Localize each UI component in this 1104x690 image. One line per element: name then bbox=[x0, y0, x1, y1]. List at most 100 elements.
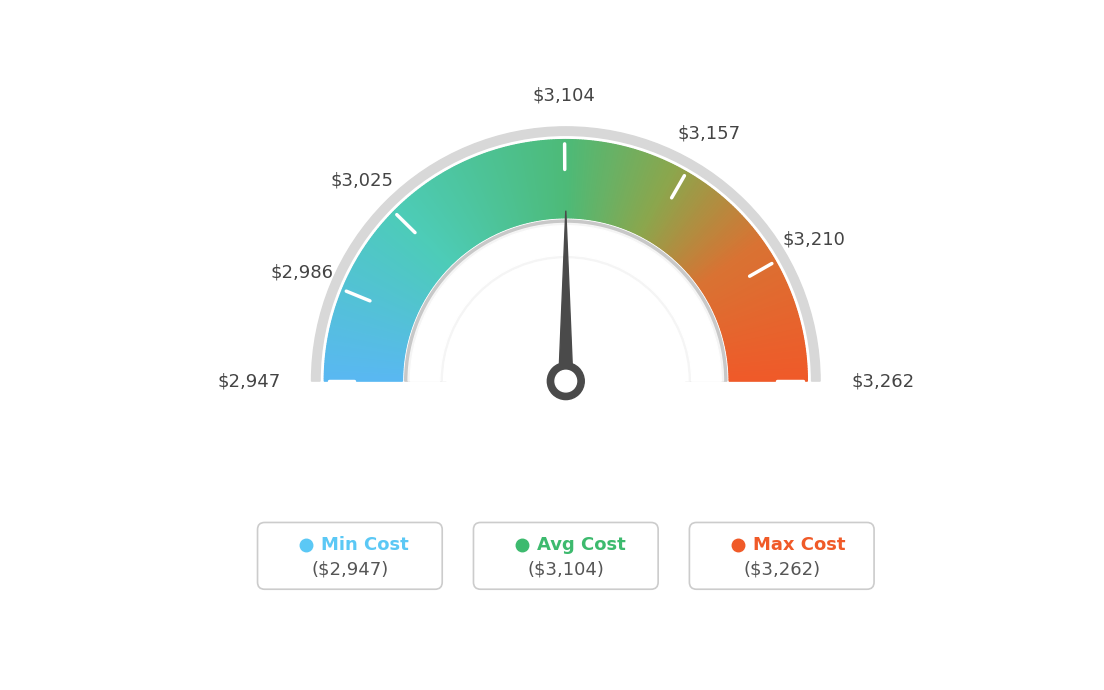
Wedge shape bbox=[622, 154, 650, 228]
Wedge shape bbox=[728, 351, 806, 362]
Wedge shape bbox=[475, 157, 506, 230]
Wedge shape bbox=[701, 246, 767, 290]
Wedge shape bbox=[724, 321, 800, 342]
Wedge shape bbox=[432, 179, 477, 245]
Wedge shape bbox=[325, 373, 403, 377]
Wedge shape bbox=[691, 225, 752, 277]
Wedge shape bbox=[410, 195, 461, 257]
Wedge shape bbox=[348, 276, 418, 312]
Wedge shape bbox=[339, 295, 413, 324]
Wedge shape bbox=[661, 186, 710, 250]
Wedge shape bbox=[641, 167, 680, 237]
Wedge shape bbox=[703, 250, 769, 293]
Wedge shape bbox=[416, 190, 466, 253]
Wedge shape bbox=[521, 144, 537, 221]
Wedge shape bbox=[533, 141, 545, 219]
Wedge shape bbox=[716, 288, 789, 319]
Wedge shape bbox=[612, 149, 636, 225]
Wedge shape bbox=[618, 152, 645, 227]
Wedge shape bbox=[465, 161, 499, 233]
Wedge shape bbox=[726, 338, 804, 354]
Text: ($3,262): ($3,262) bbox=[743, 560, 820, 578]
Wedge shape bbox=[700, 244, 765, 289]
Wedge shape bbox=[553, 140, 559, 218]
Wedge shape bbox=[326, 348, 404, 361]
Wedge shape bbox=[726, 341, 805, 355]
Wedge shape bbox=[393, 210, 450, 267]
Wedge shape bbox=[339, 297, 413, 326]
Wedge shape bbox=[543, 141, 552, 219]
Wedge shape bbox=[445, 170, 486, 239]
Wedge shape bbox=[545, 140, 554, 218]
Wedge shape bbox=[613, 150, 638, 225]
Wedge shape bbox=[447, 170, 487, 239]
Wedge shape bbox=[343, 285, 416, 318]
Wedge shape bbox=[719, 297, 793, 326]
Wedge shape bbox=[723, 314, 798, 337]
Wedge shape bbox=[336, 306, 411, 333]
Wedge shape bbox=[327, 341, 405, 355]
Wedge shape bbox=[325, 368, 403, 374]
Wedge shape bbox=[328, 336, 405, 352]
Wedge shape bbox=[729, 373, 807, 377]
Text: Max Cost: Max Cost bbox=[753, 536, 846, 554]
Wedge shape bbox=[643, 168, 682, 238]
Wedge shape bbox=[325, 379, 403, 381]
Wedge shape bbox=[376, 229, 438, 279]
Wedge shape bbox=[541, 141, 551, 219]
Wedge shape bbox=[676, 201, 730, 261]
Wedge shape bbox=[565, 139, 569, 218]
Wedge shape bbox=[722, 309, 797, 334]
Wedge shape bbox=[599, 145, 618, 221]
Wedge shape bbox=[687, 219, 747, 273]
Wedge shape bbox=[720, 302, 795, 329]
Wedge shape bbox=[342, 288, 415, 319]
Wedge shape bbox=[346, 281, 417, 315]
Wedge shape bbox=[359, 254, 427, 297]
Wedge shape bbox=[616, 151, 643, 226]
Wedge shape bbox=[619, 153, 648, 228]
Wedge shape bbox=[729, 379, 807, 381]
Text: $2,986: $2,986 bbox=[270, 264, 333, 282]
Wedge shape bbox=[656, 180, 701, 246]
Wedge shape bbox=[658, 181, 703, 247]
Wedge shape bbox=[728, 348, 806, 361]
Wedge shape bbox=[573, 140, 578, 218]
Wedge shape bbox=[498, 148, 522, 224]
Wedge shape bbox=[354, 263, 424, 302]
Wedge shape bbox=[592, 143, 606, 220]
Wedge shape bbox=[493, 150, 519, 225]
Wedge shape bbox=[588, 142, 601, 219]
Wedge shape bbox=[333, 311, 410, 335]
Wedge shape bbox=[630, 159, 664, 232]
Wedge shape bbox=[719, 295, 793, 324]
Wedge shape bbox=[636, 163, 671, 234]
Wedge shape bbox=[698, 239, 763, 286]
Wedge shape bbox=[364, 246, 431, 290]
Wedge shape bbox=[726, 333, 803, 351]
Wedge shape bbox=[487, 152, 513, 227]
Wedge shape bbox=[679, 207, 735, 264]
Wedge shape bbox=[414, 192, 465, 254]
Wedge shape bbox=[729, 356, 806, 366]
Wedge shape bbox=[590, 142, 604, 220]
Circle shape bbox=[548, 363, 584, 400]
Wedge shape bbox=[715, 285, 788, 318]
Wedge shape bbox=[677, 204, 731, 262]
Wedge shape bbox=[496, 149, 520, 225]
Wedge shape bbox=[355, 260, 424, 301]
Wedge shape bbox=[703, 252, 771, 295]
Wedge shape bbox=[531, 142, 543, 219]
Wedge shape bbox=[331, 321, 407, 342]
Wedge shape bbox=[399, 205, 454, 263]
Wedge shape bbox=[682, 212, 740, 268]
Wedge shape bbox=[627, 157, 659, 230]
Wedge shape bbox=[586, 141, 598, 219]
Wedge shape bbox=[671, 197, 723, 257]
Wedge shape bbox=[326, 358, 403, 368]
FancyBboxPatch shape bbox=[474, 522, 658, 589]
Wedge shape bbox=[684, 216, 744, 270]
Wedge shape bbox=[330, 328, 406, 347]
Wedge shape bbox=[341, 290, 414, 321]
Wedge shape bbox=[395, 208, 452, 266]
